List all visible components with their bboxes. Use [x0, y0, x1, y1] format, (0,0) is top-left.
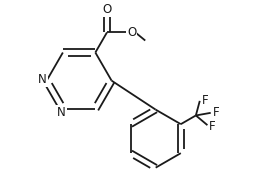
Text: N: N — [38, 73, 47, 86]
Text: F: F — [202, 94, 208, 107]
Text: O: O — [102, 3, 111, 16]
Text: N: N — [57, 106, 66, 119]
Text: F: F — [209, 120, 215, 133]
Text: F: F — [213, 106, 219, 119]
Text: O: O — [127, 26, 136, 39]
